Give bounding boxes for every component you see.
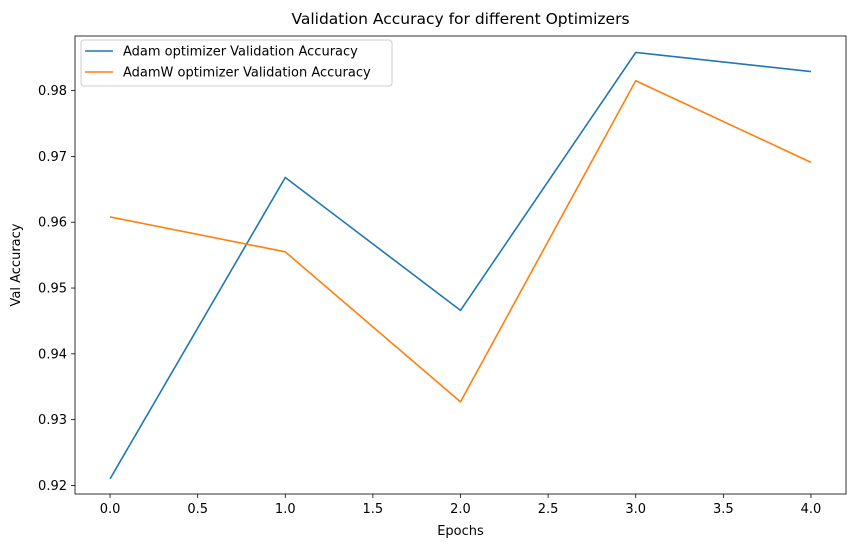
x-tick-label: 4.0 (801, 502, 822, 517)
series-line-adam (109, 51, 812, 480)
x-tick-label: 2.5 (538, 502, 559, 517)
y-tick-label: 0.94 (38, 347, 67, 362)
x-tick-label: 2.0 (450, 502, 471, 517)
x-tick-label: 3.0 (625, 502, 646, 517)
chart-title: Validation Accuracy for different Optimi… (291, 10, 629, 28)
legend: Adam optimizer Validation Accuracy AdamW … (80, 39, 393, 87)
y-tick-label: 0.92 (38, 479, 67, 494)
x-tick-label: 1.5 (363, 502, 384, 517)
x-tick-label: 0.0 (100, 502, 121, 517)
x-axis-label: Epochs (437, 524, 484, 539)
plot-area: 0.0 0.5 1.0 1.5 2.0 2.5 3.0 3.5 4.0 0.92 0.93 0.94… (38, 35, 847, 517)
y-tick-label: 0.96 (38, 216, 67, 231)
legend-box (80, 39, 393, 87)
y-tick-label: 0.95 (38, 282, 67, 297)
x-tick-label: 0.5 (187, 502, 208, 517)
legend-entry-label: AdamW optimizer Validation Accuracy (123, 66, 371, 81)
y-axis-ticks: 0.92 0.93 0.94 0.95 0.96 0.97 0.98 (38, 84, 75, 494)
x-axis-ticks: 0.0 0.5 1.0 1.5 2.0 2.5 3.0 3.5 4.0 (100, 494, 822, 517)
x-tick-label: 1.0 (275, 502, 296, 517)
series-lines (109, 51, 812, 480)
y-tick-label: 0.93 (38, 413, 67, 428)
legend-entry-label: Adam optimizer Validation Accuracy (123, 45, 358, 60)
x-tick-label: 3.5 (713, 502, 734, 517)
y-axis-label: Val Accuracy (9, 223, 24, 306)
plot-frame (74, 35, 847, 495)
series-line-adamw (109, 79, 812, 403)
y-tick-label: 0.97 (38, 150, 67, 165)
y-tick-label: 0.98 (38, 84, 67, 99)
